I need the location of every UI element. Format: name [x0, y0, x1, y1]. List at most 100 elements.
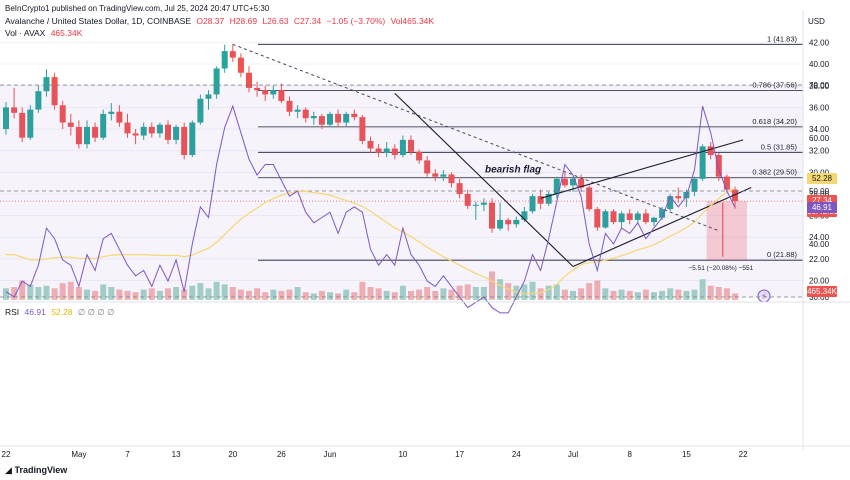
measure-box — [706, 201, 747, 261]
candle-body — [302, 109, 309, 119]
ohlc-open: O28.37 — [196, 16, 225, 26]
volume-bar — [11, 287, 18, 300]
candle-body — [529, 196, 536, 212]
candle-body — [359, 117, 366, 141]
rsi-legend-ma: 52.28 — [51, 307, 73, 317]
volume-bar — [270, 289, 277, 300]
candle-body — [732, 189, 738, 202]
candle-body — [51, 77, 58, 106]
candle-body — [715, 155, 722, 177]
volume-bar — [132, 292, 139, 300]
volume-bar — [327, 292, 333, 300]
volume-bar — [691, 289, 698, 300]
tradingview-logo[interactable]: ◢ TradingView — [5, 465, 67, 476]
rsi-tick-label: 30.00 — [809, 293, 830, 302]
candle-body — [675, 196, 682, 199]
candle-body — [456, 183, 463, 194]
volume-badge: 465.34K — [807, 285, 837, 297]
lightning-icon-glyph: ⚡ — [761, 292, 767, 301]
candle-body — [594, 209, 601, 228]
volume-bar — [237, 289, 244, 300]
candle-body — [642, 213, 649, 223]
time-tick-label: 26 — [277, 450, 286, 459]
volume-bar — [75, 287, 82, 300]
time-tick-label: 13 — [172, 450, 181, 459]
candle-body — [602, 211, 609, 228]
volume-bar — [213, 281, 220, 300]
candle-body — [92, 126, 99, 138]
volume-bar — [189, 285, 196, 300]
candle-body — [399, 139, 406, 156]
candle-body — [343, 113, 350, 123]
candle-body — [521, 211, 528, 220]
volume-bar — [221, 284, 228, 300]
volume-bar — [246, 290, 252, 300]
volume-bar — [351, 292, 358, 300]
candle-body — [651, 217, 657, 223]
volume-bar — [262, 292, 269, 300]
volume-legend: Vol · AVAX 465.34K — [5, 28, 85, 38]
candle-body — [464, 193, 471, 206]
volume-bar — [35, 287, 42, 300]
volume-bar — [505, 283, 512, 300]
symbol-name[interactable]: Avalanche / United States Dollar, 1D, CO… — [5, 16, 191, 26]
ohlc-low: L26.63 — [262, 16, 289, 26]
volume-bar — [27, 284, 34, 300]
candle-body — [27, 109, 34, 138]
candle-body — [391, 148, 398, 156]
candle-body — [424, 160, 431, 174]
time-tick-label: 24 — [512, 450, 521, 459]
rsi-legend-label[interactable]: RSI — [5, 307, 20, 317]
volume-bar — [197, 283, 204, 300]
volume-bar — [667, 288, 674, 300]
volume-bar — [723, 288, 730, 300]
candle-body — [634, 213, 641, 220]
rsi-legend-value: 46.91 — [24, 307, 46, 317]
volume-bar — [286, 289, 293, 300]
candle-body — [367, 140, 374, 149]
candle-body — [327, 113, 333, 125]
candle-body — [570, 178, 576, 186]
candle-body — [254, 87, 261, 91]
volume-bar — [148, 288, 155, 300]
volume-bar — [513, 285, 520, 300]
volume-bar — [84, 289, 90, 300]
volume-bar — [553, 284, 560, 300]
candle-body — [448, 174, 455, 184]
volume-bar — [59, 283, 66, 300]
volume-bar — [578, 288, 585, 300]
price-tick-label: 28.00 — [809, 190, 830, 199]
candle-body — [699, 146, 706, 179]
candle-body — [578, 178, 585, 188]
candle-body — [205, 94, 212, 99]
candle-body — [278, 90, 285, 101]
candle-body — [237, 57, 244, 73]
candle-body — [156, 124, 163, 134]
candle-body — [11, 107, 18, 113]
time-tick-label: 8 — [627, 450, 632, 459]
candle-body — [416, 151, 423, 161]
candle-body — [35, 91, 42, 110]
volume-bar — [318, 290, 325, 300]
volume-bar — [618, 289, 625, 300]
candle-body — [197, 98, 204, 123]
fib-level-label: 0 (21.88) — [767, 250, 798, 259]
candle-body — [67, 122, 74, 127]
volume-readout: Vol465.34K — [390, 16, 435, 26]
volume-bar — [383, 290, 390, 300]
volume-bar — [675, 289, 682, 300]
rsi-ma-badge: 52.28 — [807, 173, 837, 185]
time-tick-label: 22 — [2, 450, 11, 459]
volume-legend-label[interactable]: Vol · AVAX — [5, 28, 46, 38]
candle-body — [181, 126, 188, 156]
candle-body — [351, 113, 358, 118]
candle-body — [100, 113, 107, 138]
rsi-tick-label: 40.00 — [809, 240, 830, 249]
volume-bar — [699, 279, 706, 300]
volume-bar — [456, 285, 463, 300]
candle-body — [691, 178, 698, 192]
volume-bar — [310, 293, 317, 300]
rsi-tick-label: 70.00 — [809, 81, 830, 90]
candle-body — [432, 173, 439, 177]
